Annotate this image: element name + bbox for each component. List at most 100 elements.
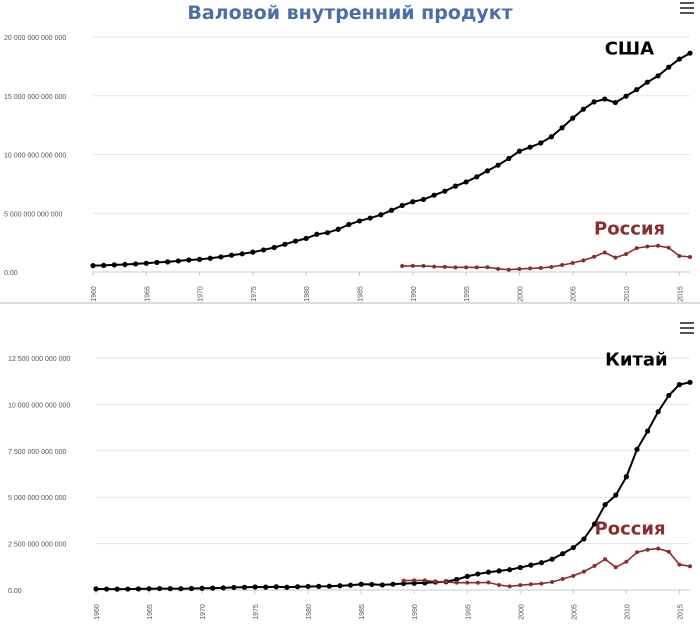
data-point (324, 230, 331, 236)
data-point (496, 266, 501, 271)
data-point (528, 266, 533, 271)
data-point (452, 183, 459, 189)
data-point (634, 87, 640, 93)
x-tick-label: 1960 (94, 604, 101, 620)
x-tick-label: 1960 (91, 286, 98, 302)
data-point (581, 258, 586, 263)
data-point (165, 259, 171, 265)
data-point (496, 568, 502, 574)
data-point (688, 254, 692, 259)
data-point (346, 221, 352, 228)
data-point (517, 266, 522, 271)
data-point (549, 264, 554, 269)
data-point (464, 265, 469, 270)
data-point (507, 584, 512, 589)
data-point (273, 584, 279, 590)
data-point (444, 579, 449, 584)
data-point (485, 265, 490, 270)
data-point (453, 265, 458, 270)
hamburger-menu-icon[interactable] (680, 322, 694, 334)
data-point (486, 580, 491, 585)
data-point (90, 263, 96, 269)
data-point (390, 581, 396, 587)
data-point (602, 250, 607, 255)
data-point (581, 569, 586, 574)
series-label: Россия (595, 518, 666, 539)
data-point (517, 564, 523, 571)
data-point (271, 244, 277, 251)
data-point (410, 199, 416, 205)
data-point (644, 79, 650, 85)
data-point (463, 179, 469, 185)
series-line (95, 381, 691, 591)
data-point (399, 202, 405, 209)
y-tick-label: 0.00 (4, 270, 18, 277)
x-tick-label: 1990 (412, 604, 419, 620)
x-tick-label: 2000 (518, 604, 525, 620)
data-point (474, 174, 480, 180)
data-point (133, 261, 139, 267)
data-point (188, 585, 195, 592)
x-tick-label: 1980 (306, 604, 313, 620)
data-point (602, 502, 608, 508)
data-point (538, 560, 545, 566)
data-point (454, 580, 459, 585)
data-point (420, 196, 427, 203)
data-point (613, 565, 618, 570)
data-point (263, 584, 269, 590)
data-point (231, 584, 237, 591)
x-tick-label: 2005 (571, 604, 578, 620)
data-point (400, 264, 405, 269)
data-point (356, 218, 363, 224)
data-point (624, 559, 629, 564)
chart-divider (0, 302, 700, 304)
data-point (677, 562, 682, 567)
data-point (506, 267, 511, 272)
x-tick-label: 1995 (464, 286, 471, 302)
data-point (358, 581, 364, 587)
data-point (433, 579, 438, 584)
data-point (688, 564, 692, 569)
data-point (497, 582, 502, 587)
y-tick-label: 15 000 000 000 000 (4, 94, 66, 101)
data-point (655, 409, 661, 415)
data-point (135, 586, 142, 592)
hamburger-menu-icon[interactable] (680, 2, 694, 14)
data-point (550, 580, 555, 585)
data-point (591, 521, 598, 527)
data-point (314, 231, 320, 237)
data-point (474, 265, 479, 270)
data-point (634, 550, 639, 555)
data-point (228, 252, 235, 258)
data-point (623, 474, 629, 480)
data-point (645, 547, 650, 552)
data-point (401, 580, 407, 587)
x-tick-label: 1990 (411, 286, 418, 302)
data-point (549, 556, 555, 562)
data-point (570, 544, 576, 551)
x-tick-label: 2010 (624, 604, 631, 620)
data-point (484, 168, 491, 174)
x-tick-label: 1995 (465, 604, 472, 620)
data-point (378, 212, 384, 218)
data-point (592, 254, 597, 259)
data-point (347, 582, 354, 588)
data-point (518, 583, 523, 588)
data-point (93, 586, 99, 592)
page-title: Валовой внутренний продукт (187, 2, 513, 24)
data-point (656, 243, 661, 248)
y-tick-label: 12 500 000 000 000 (8, 356, 70, 363)
chart-usa-russia: 0.00 5 000 000 000 000 10 000 000 000 000 1… (4, 35, 693, 302)
data-point (207, 255, 213, 261)
data-point (282, 241, 288, 247)
data-point (401, 578, 406, 583)
data-point (218, 254, 224, 260)
data-point (495, 162, 501, 168)
data-point (337, 583, 343, 589)
data-point (154, 259, 160, 266)
x-tick-label: 1970 (200, 604, 207, 620)
x-tick-label: 1985 (359, 604, 366, 620)
data-point (612, 99, 618, 106)
x-tick-label: 2000 (517, 286, 524, 302)
data-point (581, 536, 587, 542)
